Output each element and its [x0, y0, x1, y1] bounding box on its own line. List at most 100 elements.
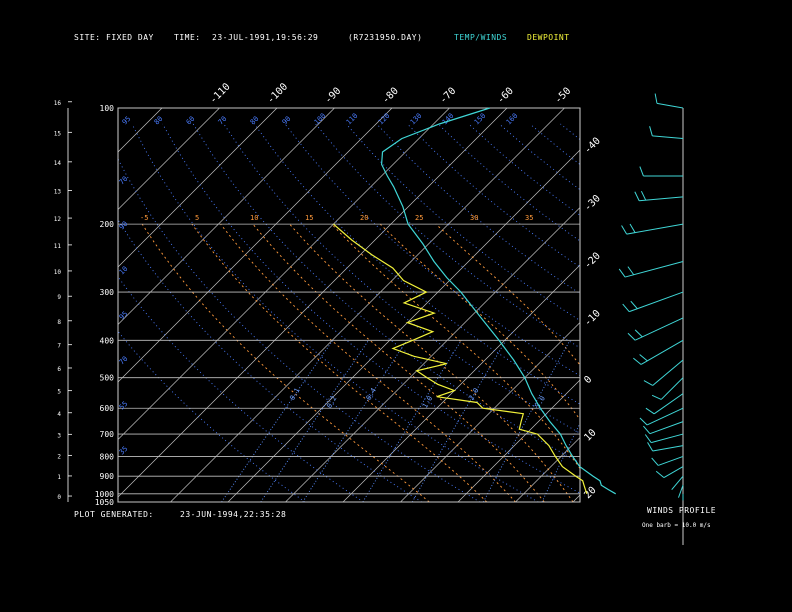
- isotherm-line: [400, 322, 580, 502]
- time-value: 23-JUL-1991,19:56:29: [212, 33, 319, 42]
- wind-barb-flag: [655, 470, 665, 478]
- pressure-tick-label: 1000: [95, 490, 114, 499]
- pressure-tick-label: 1050: [95, 498, 114, 507]
- moist-adiabat-label: 5: [195, 214, 199, 222]
- wind-barb: [660, 377, 684, 400]
- wind-barb: [656, 102, 684, 109]
- wind-barb-flag: [640, 190, 647, 201]
- moist-adiabat-label: 15: [305, 214, 313, 222]
- isotherm-line: [118, 108, 220, 210]
- legend-dewpoint: DEWPOINT: [527, 33, 570, 42]
- wind-barb-flag: [654, 93, 658, 104]
- wind-barb-flag: [639, 354, 648, 362]
- wind-barb-flag: [633, 357, 642, 365]
- isotherm-line: [118, 108, 335, 325]
- moist-adiabat: [191, 223, 488, 502]
- mixing-ratio-line: [362, 340, 462, 502]
- pressure-tick-label: 900: [100, 472, 115, 481]
- moist-adiabat-label: 25: [415, 214, 423, 222]
- wind-barb: [640, 339, 684, 365]
- height-tick-label: 0: [57, 494, 61, 501]
- wind-barb: [646, 407, 684, 426]
- height-tick-label: 1: [57, 474, 61, 481]
- wind-barb-flag: [647, 442, 654, 452]
- wind-barb-flag: [639, 166, 644, 177]
- isotherm-line: [457, 379, 580, 502]
- height-tick-label: 2: [57, 453, 61, 460]
- height-tick-label: 8: [57, 319, 61, 326]
- wind-barb: [626, 223, 684, 235]
- isotherm-line: [170, 108, 565, 502]
- dry-adiabat-label: 90: [281, 115, 293, 127]
- height-tick-label: 14: [54, 160, 62, 167]
- isotherm-line: [342, 264, 580, 502]
- plot-area: [118, 108, 580, 502]
- dry-adiabat-label: 90: [118, 220, 130, 232]
- isotherm-line: [285, 207, 580, 502]
- wind-barb-flag: [630, 300, 638, 310]
- dry-adiabat: [376, 123, 580, 295]
- height-tick-label: 5: [57, 389, 61, 396]
- dry-adiabat-label: 60: [185, 115, 197, 127]
- generated-label: PLOT GENERATED:: [74, 510, 154, 519]
- dry-adiabat: [118, 275, 364, 502]
- barb-scale-note: One barb = 10.0 m/s: [642, 522, 711, 529]
- site-label: SITE:: [74, 33, 101, 42]
- height-tick-label: 10: [54, 269, 62, 276]
- pressure-tick-label: 800: [100, 452, 115, 461]
- moist-adiabat: [289, 223, 574, 502]
- height-tick-label: 3: [57, 432, 61, 439]
- wind-barb-flag: [629, 223, 636, 233]
- time-label: TIME:: [174, 33, 201, 42]
- dry-adiabat-label: 95: [118, 310, 130, 322]
- dry-adiabat-label: 70: [217, 115, 229, 127]
- pressure-tick-label: 700: [100, 430, 115, 439]
- wind-barb-flag: [643, 425, 651, 435]
- dry-adiabat: [118, 158, 481, 502]
- dry-adiabat-label: 70: [118, 175, 130, 187]
- pressure-tick-label: 300: [100, 288, 115, 297]
- dry-adiabat: [162, 123, 580, 494]
- pressure-tick-label: 400: [100, 336, 115, 345]
- dry-adiabat-label: 55: [118, 400, 130, 412]
- dry-adiabat-label: 95: [121, 115, 133, 127]
- moist-adiabat-label: 35: [525, 214, 533, 222]
- wind-barb-flag: [644, 434, 652, 443]
- wind-barb: [649, 421, 684, 435]
- dry-adiabat-label: 80: [153, 115, 165, 127]
- mixing-ratio-line: [260, 340, 369, 502]
- isotherm-line: [118, 108, 393, 383]
- moist-adiabat-label: 30: [470, 214, 478, 222]
- wind-barb-flag: [651, 394, 662, 400]
- dry-adiabat-label: 35: [118, 445, 130, 457]
- wind-barb-flag: [627, 266, 635, 276]
- wind-barb: [639, 196, 684, 202]
- height-tick-label: 13: [54, 188, 62, 195]
- file-id: (R7231950.DAY): [348, 33, 423, 42]
- height-tick-label: 16: [54, 100, 62, 107]
- wind-barb-flag: [643, 380, 653, 386]
- pressure-tick-label: 100: [100, 104, 115, 113]
- wind-barb: [634, 317, 684, 341]
- wind-barb: [678, 485, 684, 498]
- pressure-tick-label: 500: [100, 374, 115, 383]
- wind-barb: [652, 445, 684, 452]
- wind-barb: [663, 466, 684, 479]
- wind-barb-flag: [621, 225, 628, 235]
- wind-barb-flag: [649, 126, 653, 137]
- dry-adiabat-label: 10: [118, 265, 130, 277]
- wind-barb-flag: [645, 407, 655, 415]
- height-tick-label: 7: [57, 343, 61, 350]
- height-tick-label: 15: [54, 130, 62, 137]
- moist-adiabat: [252, 223, 545, 502]
- legend-temp: TEMP/WINDS: [454, 33, 508, 42]
- wind-barb-flag: [634, 191, 640, 201]
- wind-barb-flag: [627, 332, 636, 341]
- dry-adiabat-label: 70: [118, 355, 130, 367]
- mixing-ratio-line: [302, 340, 408, 502]
- height-tick-label: 9: [57, 294, 61, 301]
- isotherm-line: [227, 149, 580, 502]
- height-tick-label: 12: [54, 216, 62, 223]
